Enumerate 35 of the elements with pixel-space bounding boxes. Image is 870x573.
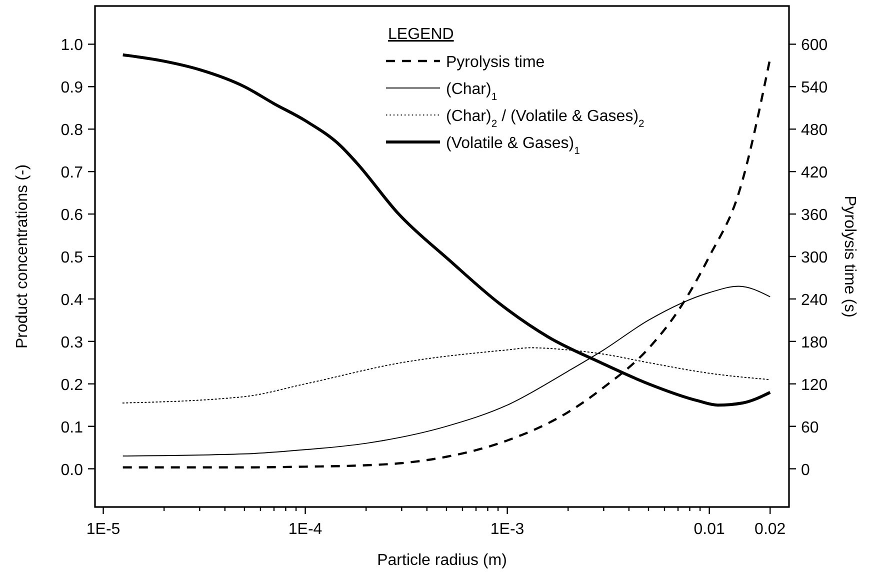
y-tick-label: 1.0 <box>60 37 84 54</box>
y-tick-label: 0.9 <box>60 80 84 97</box>
y2-axis-title: Pyrolysis time (s) <box>841 196 858 318</box>
y-tick-label: 0.3 <box>60 334 84 352</box>
legend-label: (Volatile & Gases)$_{1}$ <box>446 135 580 156</box>
y2-tick-label: 0 <box>801 462 810 479</box>
y2-tick-label: 120 <box>801 376 828 394</box>
y-tick-label: 0.7 <box>60 164 84 182</box>
y2-tick-label: 600 <box>801 37 828 54</box>
y2-tick-label: 480 <box>801 122 828 140</box>
y2-tick-label: 360 <box>801 207 828 224</box>
y-tick-label: 0.8 <box>60 122 84 140</box>
y-tick-label: 0.2 <box>60 376 84 394</box>
x-axis-title: Particle radius (m) <box>377 552 507 569</box>
legend-title: LEGEND <box>388 26 454 43</box>
legend-label: (Char)$_{2}$ / (Volatile & Gases)$_{2}$ <box>446 108 645 130</box>
y-tick-label: 0.6 <box>60 207 84 224</box>
x-tick-label: 0.02 <box>754 521 786 538</box>
y-tick-label: 0.4 <box>60 292 84 309</box>
legend-label: Pyrolysis time <box>446 54 545 71</box>
x-tick-label: 1E-4 <box>288 521 322 538</box>
y-tick-label: 0.0 <box>60 462 84 479</box>
x-tick-label: 1E-5 <box>86 521 120 538</box>
y-tick-label: 0.5 <box>60 250 84 266</box>
x-tick-label: 0.01 <box>694 521 725 538</box>
y2-tick-label: 540 <box>801 80 828 97</box>
y2-tick-label: 300 <box>801 250 828 266</box>
y2-tick-label: 180 <box>801 334 828 352</box>
y-tick-label: 0.1 <box>60 419 84 436</box>
x-tick-label: 1E-3 <box>490 521 524 538</box>
legend-label: (Char)$_{1}$ <box>446 81 498 102</box>
y2-tick-label: 60 <box>801 419 819 436</box>
y-axis-title: Product concentrations (-) <box>14 164 31 349</box>
y2-tick-label: 240 <box>801 292 828 309</box>
y2-tick-label: 420 <box>801 164 828 182</box>
